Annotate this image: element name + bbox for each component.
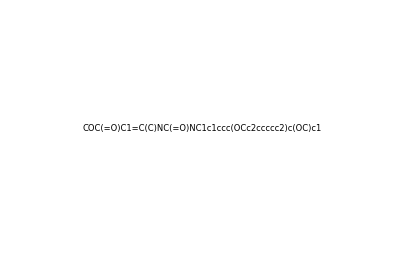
Text: COC(=O)C1=C(C)NC(=O)NC1c1ccc(OCc2ccccc2)c(OC)c1: COC(=O)C1=C(C)NC(=O)NC1c1ccc(OCc2ccccc2)… bbox=[82, 124, 322, 133]
